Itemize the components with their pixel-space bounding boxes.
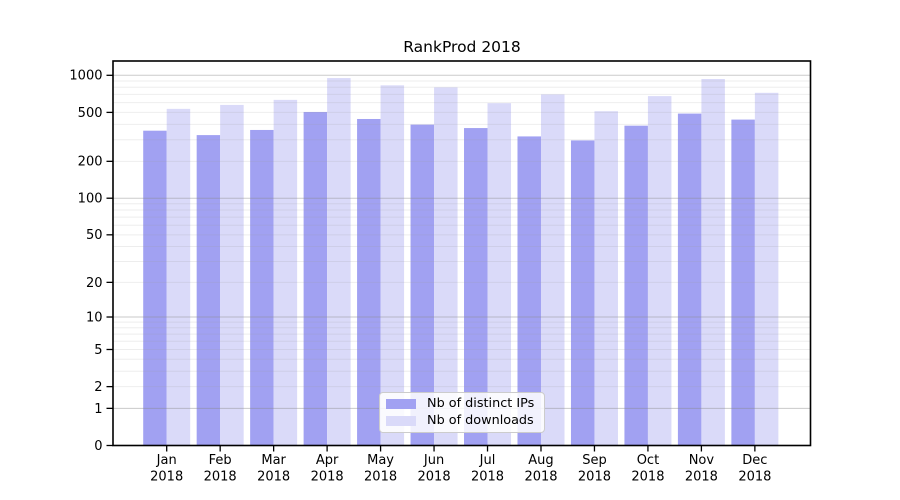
legend-item-downloads: Nb of downloads [386,413,544,430]
bar-distinct-ips-6 [410,124,435,446]
y-axis-tick-label: 500 [78,106,103,121]
legend-swatch-downloads [386,416,416,426]
bar-downloads-6 [434,87,458,446]
bar-downloads-9 [594,111,618,446]
bar-downloads-11 [701,79,725,446]
x-axis-tick-label-year: 2018 [738,470,771,485]
bar-distinct-ips-9 [570,140,595,446]
x-axis-tick-label-year: 2018 [578,470,611,485]
bar-distinct-ips-10 [624,125,648,446]
bar-downloads-7 [487,103,512,446]
x-axis-tick-label-month: Dec [742,453,767,468]
x-axis-tick-label-year: 2018 [204,470,237,485]
y-axis-tick-label: 1000 [69,69,102,84]
x-axis-tick-label-month: Nov [689,453,715,468]
y-axis-tick-label: 10 [86,310,103,325]
x-axis-tick-label-year: 2018 [631,470,664,485]
y-axis-tick-label: 1 [94,402,102,417]
bar-distinct-ips-5 [357,118,381,446]
bar-distinct-ips-12 [731,119,755,446]
bar-distinct-ips-11 [677,113,702,446]
bar-downloads-2 [220,104,244,446]
bar-distinct-ips-2 [196,135,221,446]
bar-distinct-ips-3 [250,129,274,446]
x-axis-tick-label-month: Jun [423,453,444,468]
y-axis-tick-label: 100 [78,192,103,207]
x-axis-tick-label-month: Aug [528,453,553,468]
x-axis-tick-label-month: Sep [582,453,607,468]
bar-downloads-3 [273,99,298,446]
x-axis-tick-label-year: 2018 [685,470,718,485]
legend-item-distinct-ips: Nb of distinct IPs [386,396,544,413]
x-axis-tick-label-year: 2018 [471,470,504,485]
bar-distinct-ips-4 [303,111,328,446]
x-axis-tick-label-month: Mar [261,453,286,468]
y-axis-tick-label: 2 [94,380,102,395]
bar-downloads-10 [647,96,672,446]
x-axis-tick-label-month: Jan [156,453,177,468]
bar-distinct-ips-8 [517,136,541,446]
x-axis-tick-label-year: 2018 [524,470,557,485]
chart-title: RankProd 2018 [403,38,521,56]
legend-label-distinct-ips: Nb of distinct IPs [427,395,535,411]
y-axis-tick-label: 50 [86,228,103,243]
y-axis-tick-label: 20 [86,276,103,291]
legend-box: Nb of distinct IPs Nb of downloads [379,392,545,433]
plot-border [112,60,812,447]
bar-downloads-12 [754,92,779,446]
bar-downloads-8 [540,94,565,446]
legend-swatch-distinct-ips [386,399,416,409]
x-axis-tick-label-month: Oct [637,453,659,468]
x-axis-tick-label-month: May [367,453,394,468]
x-axis-tick-label-year: 2018 [150,470,183,485]
x-axis-tick-label-year: 2018 [418,470,451,485]
bar-downloads-1 [166,108,191,446]
y-axis-tick-label: 200 [78,155,103,170]
x-axis-tick-label-month: Jul [479,453,496,468]
x-axis-tick-label-month: Apr [316,453,339,468]
x-axis-tick-label-year: 2018 [364,470,397,485]
legend-label-downloads: Nb of downloads [427,412,534,428]
x-axis-tick-label-year: 2018 [257,470,290,485]
y-axis-tick-label: 0 [94,439,102,454]
bar-distinct-ips-7 [464,128,488,446]
x-axis-tick-label-month: Feb [209,453,232,468]
bar-downloads-4 [327,78,351,446]
y-axis-tick-label: 5 [94,343,102,358]
bar-downloads-5 [380,85,405,446]
bar-distinct-ips-1 [143,130,167,446]
x-axis-tick-label-year: 2018 [311,470,344,485]
